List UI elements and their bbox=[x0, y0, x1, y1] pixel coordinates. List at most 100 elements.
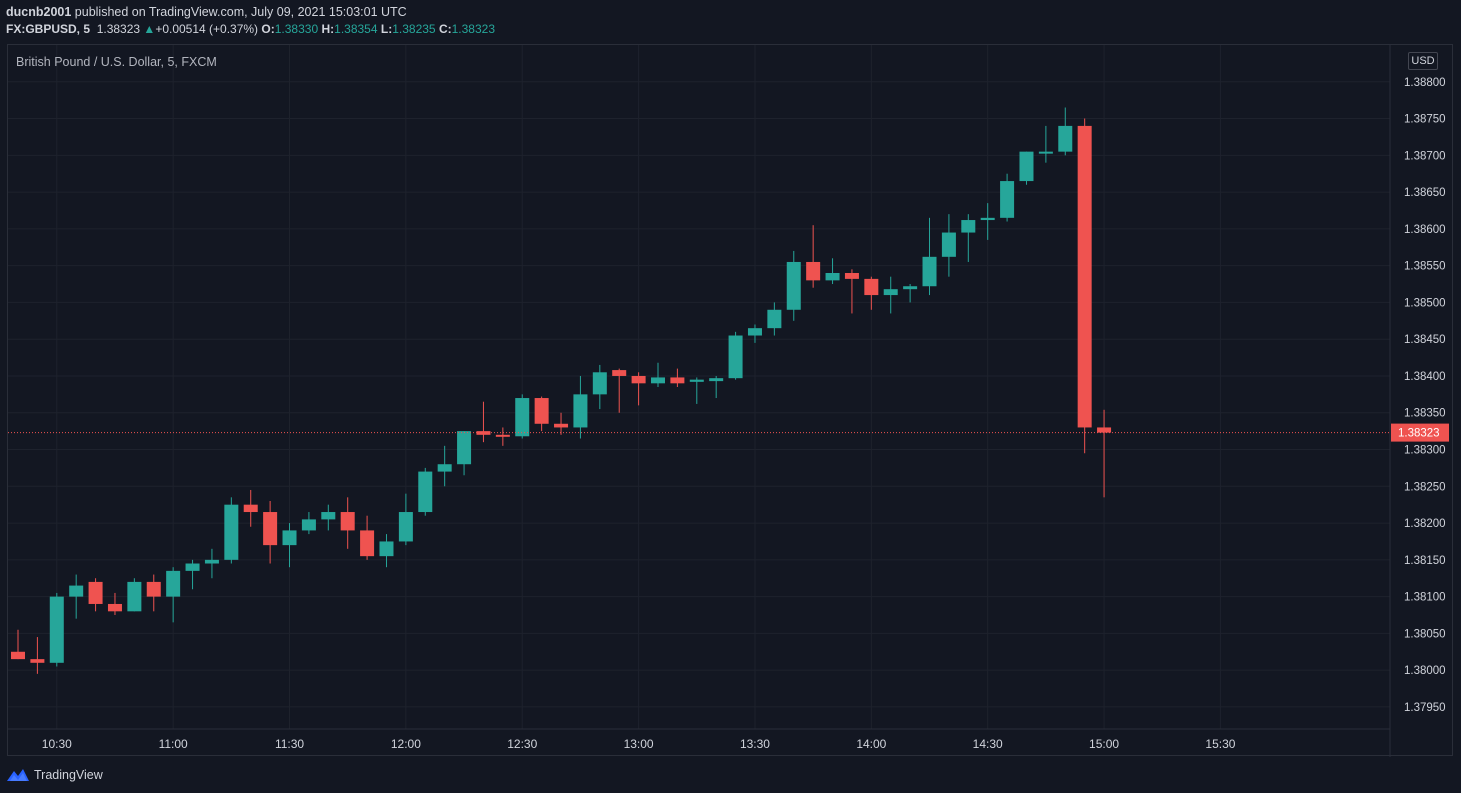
candle-body bbox=[670, 377, 685, 384]
candle-body bbox=[224, 504, 239, 560]
candle-body bbox=[166, 570, 181, 597]
candle-body bbox=[321, 512, 336, 520]
last-price-tag-label: 1.38323 bbox=[1398, 428, 1440, 440]
candle-body bbox=[903, 286, 918, 290]
candle-body bbox=[204, 559, 219, 564]
chart-area[interactable]: British Pound / U.S. Dollar, 5, FXCM 1.37… bbox=[7, 44, 1454, 757]
publish-info: published on TradingView.com, July 09, 2… bbox=[71, 5, 407, 19]
candle-body bbox=[573, 394, 588, 428]
y-tick-label: 1.38150 bbox=[1404, 555, 1446, 567]
candle-body bbox=[30, 659, 45, 663]
change-value: +0.00514 (+0.37%) bbox=[155, 22, 259, 36]
tradingview-logo-icon[interactable] bbox=[7, 767, 29, 783]
y-tick-label: 1.38400 bbox=[1404, 371, 1446, 383]
y-tick-label: 1.38350 bbox=[1404, 408, 1446, 420]
candle-body bbox=[282, 530, 297, 546]
candle-body bbox=[11, 651, 25, 660]
tradingview-brand[interactable]: TradingView bbox=[34, 768, 103, 782]
x-tick-label: 12:00 bbox=[391, 737, 421, 751]
candle-body bbox=[825, 273, 840, 281]
candle-body bbox=[980, 217, 995, 221]
y-tick-label: 1.38700 bbox=[1404, 150, 1446, 162]
high-value: 1.38354 bbox=[334, 22, 378, 36]
open-value: 1.38330 bbox=[274, 22, 319, 36]
y-tick-label: 1.38250 bbox=[1404, 481, 1446, 493]
last-price-tag bbox=[1391, 423, 1449, 442]
candle-body bbox=[709, 378, 724, 382]
candle-body bbox=[883, 289, 898, 296]
x-tick-label: 14:30 bbox=[973, 737, 1003, 751]
x-tick-label: 11:30 bbox=[275, 737, 304, 751]
y-tick-label: 1.38800 bbox=[1404, 77, 1446, 89]
candle-body bbox=[88, 581, 103, 604]
change-up-arrow-icon: ▲ bbox=[143, 22, 156, 36]
candle-body bbox=[554, 423, 569, 428]
y-tick-label: 1.38000 bbox=[1404, 665, 1446, 677]
y-tick-label: 1.38650 bbox=[1404, 187, 1446, 199]
close-value: 1.38323 bbox=[451, 22, 496, 36]
candle-body bbox=[941, 232, 956, 257]
x-tick-label: 10:30 bbox=[42, 737, 72, 751]
chart-title: British Pound / U.S. Dollar, 5, FXCM bbox=[16, 55, 217, 69]
candle-body bbox=[49, 596, 64, 663]
candle-body bbox=[1038, 151, 1053, 154]
publish-header: ducnb2001 published on TradingView.com, … bbox=[0, 0, 1461, 44]
y-tick-label: 1.38200 bbox=[1404, 518, 1446, 530]
symbol-label: FX:GBPUSD, 5 bbox=[6, 22, 91, 36]
candle-body bbox=[631, 375, 646, 384]
y-tick-label: 1.38100 bbox=[1404, 592, 1446, 604]
low-label: L: bbox=[380, 22, 393, 36]
publisher-username[interactable]: ducnb2001 bbox=[6, 5, 72, 19]
y-tick-label: 1.38050 bbox=[1404, 628, 1446, 640]
candle-body bbox=[379, 541, 394, 557]
candle-body bbox=[301, 519, 316, 531]
candle-body bbox=[495, 434, 510, 437]
candle-body bbox=[767, 309, 782, 329]
candle-body bbox=[398, 512, 413, 542]
currency-badge[interactable]: USD bbox=[1408, 52, 1438, 70]
y-tick-label: 1.38550 bbox=[1404, 261, 1446, 273]
candle-body bbox=[1097, 427, 1112, 433]
candle-body bbox=[69, 585, 84, 597]
candle-body bbox=[127, 581, 142, 612]
x-tick-label: 13:00 bbox=[624, 737, 654, 751]
y-tick-label: 1.37950 bbox=[1404, 702, 1446, 714]
candle-body bbox=[922, 256, 937, 287]
candle-body bbox=[1058, 125, 1073, 152]
candle-body bbox=[864, 278, 879, 296]
quote-line: FX:GBPUSD, 5 1.38323 ▲+0.00514 (+0.37%) … bbox=[6, 22, 495, 36]
low-value: 1.38235 bbox=[392, 22, 436, 36]
y-tick-label: 1.38500 bbox=[1404, 297, 1446, 309]
candle-body bbox=[786, 261, 801, 310]
x-tick-label: 11:00 bbox=[159, 737, 188, 751]
candle-body bbox=[146, 581, 161, 597]
candle-body bbox=[476, 431, 491, 435]
x-tick-label: 12:30 bbox=[507, 737, 537, 751]
candle-body bbox=[651, 377, 665, 384]
candle-body bbox=[418, 471, 433, 513]
candle-body bbox=[340, 512, 355, 531]
candle-body bbox=[1019, 151, 1034, 182]
candle-body bbox=[185, 563, 200, 571]
candle-body bbox=[360, 530, 375, 557]
candlestick-chart[interactable]: British Pound / U.S. Dollar, 5, FXCM 1.37… bbox=[8, 45, 1454, 757]
x-tick-label: 14:00 bbox=[856, 737, 886, 751]
candle-body bbox=[515, 398, 530, 437]
x-tick-label: 13:30 bbox=[740, 737, 770, 751]
y-tick-label: 1.38300 bbox=[1404, 445, 1446, 457]
candle-body bbox=[806, 261, 821, 281]
high-label: H: bbox=[321, 22, 335, 36]
candle-body bbox=[728, 335, 743, 379]
candle-body bbox=[437, 464, 452, 472]
candle-body bbox=[612, 370, 627, 376]
candle-body bbox=[689, 379, 704, 382]
x-tick-label: 15:00 bbox=[1089, 737, 1119, 751]
y-tick-label: 1.38600 bbox=[1404, 224, 1446, 236]
close-label: C: bbox=[438, 22, 452, 36]
candle-body bbox=[592, 372, 607, 395]
last-price: 1.38323 bbox=[96, 22, 141, 36]
candle-body bbox=[263, 512, 278, 546]
publish-line: ducnb2001 published on TradingView.com, … bbox=[6, 5, 407, 19]
open-label: O: bbox=[261, 22, 275, 36]
candle-body bbox=[243, 504, 258, 513]
